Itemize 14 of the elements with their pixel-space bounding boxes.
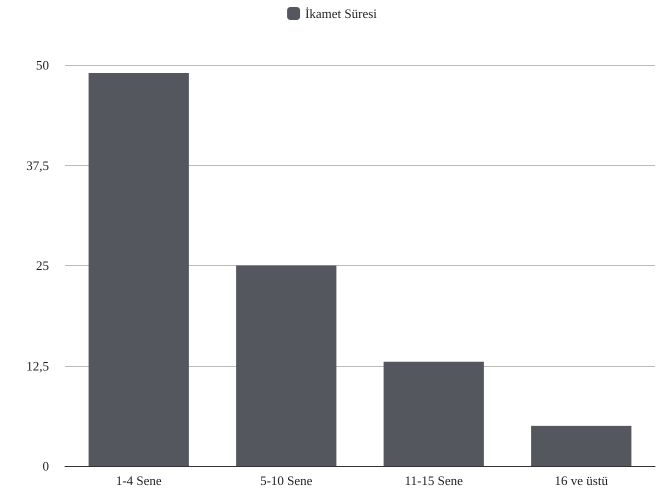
bar <box>88 73 189 466</box>
x-tick-label: 16 ve üstü <box>554 473 608 488</box>
y-tick-label: 12,5 <box>26 358 49 374</box>
y-tick-label: 0 <box>42 458 49 474</box>
x-tick-label: 11-15 Sene <box>404 473 464 488</box>
bar <box>531 426 632 466</box>
bar <box>236 266 336 466</box>
legend-label: İkamet Süresi <box>305 6 378 21</box>
y-tick-label: 25 <box>36 258 49 273</box>
y-tick-label: 50 <box>36 58 49 72</box>
y-tick-label: 37,5 <box>26 158 49 173</box>
x-tick-label: 5-10 Sene <box>260 473 313 488</box>
x-tick-label: 1-4 Sene <box>116 473 162 488</box>
bar <box>384 362 484 466</box>
